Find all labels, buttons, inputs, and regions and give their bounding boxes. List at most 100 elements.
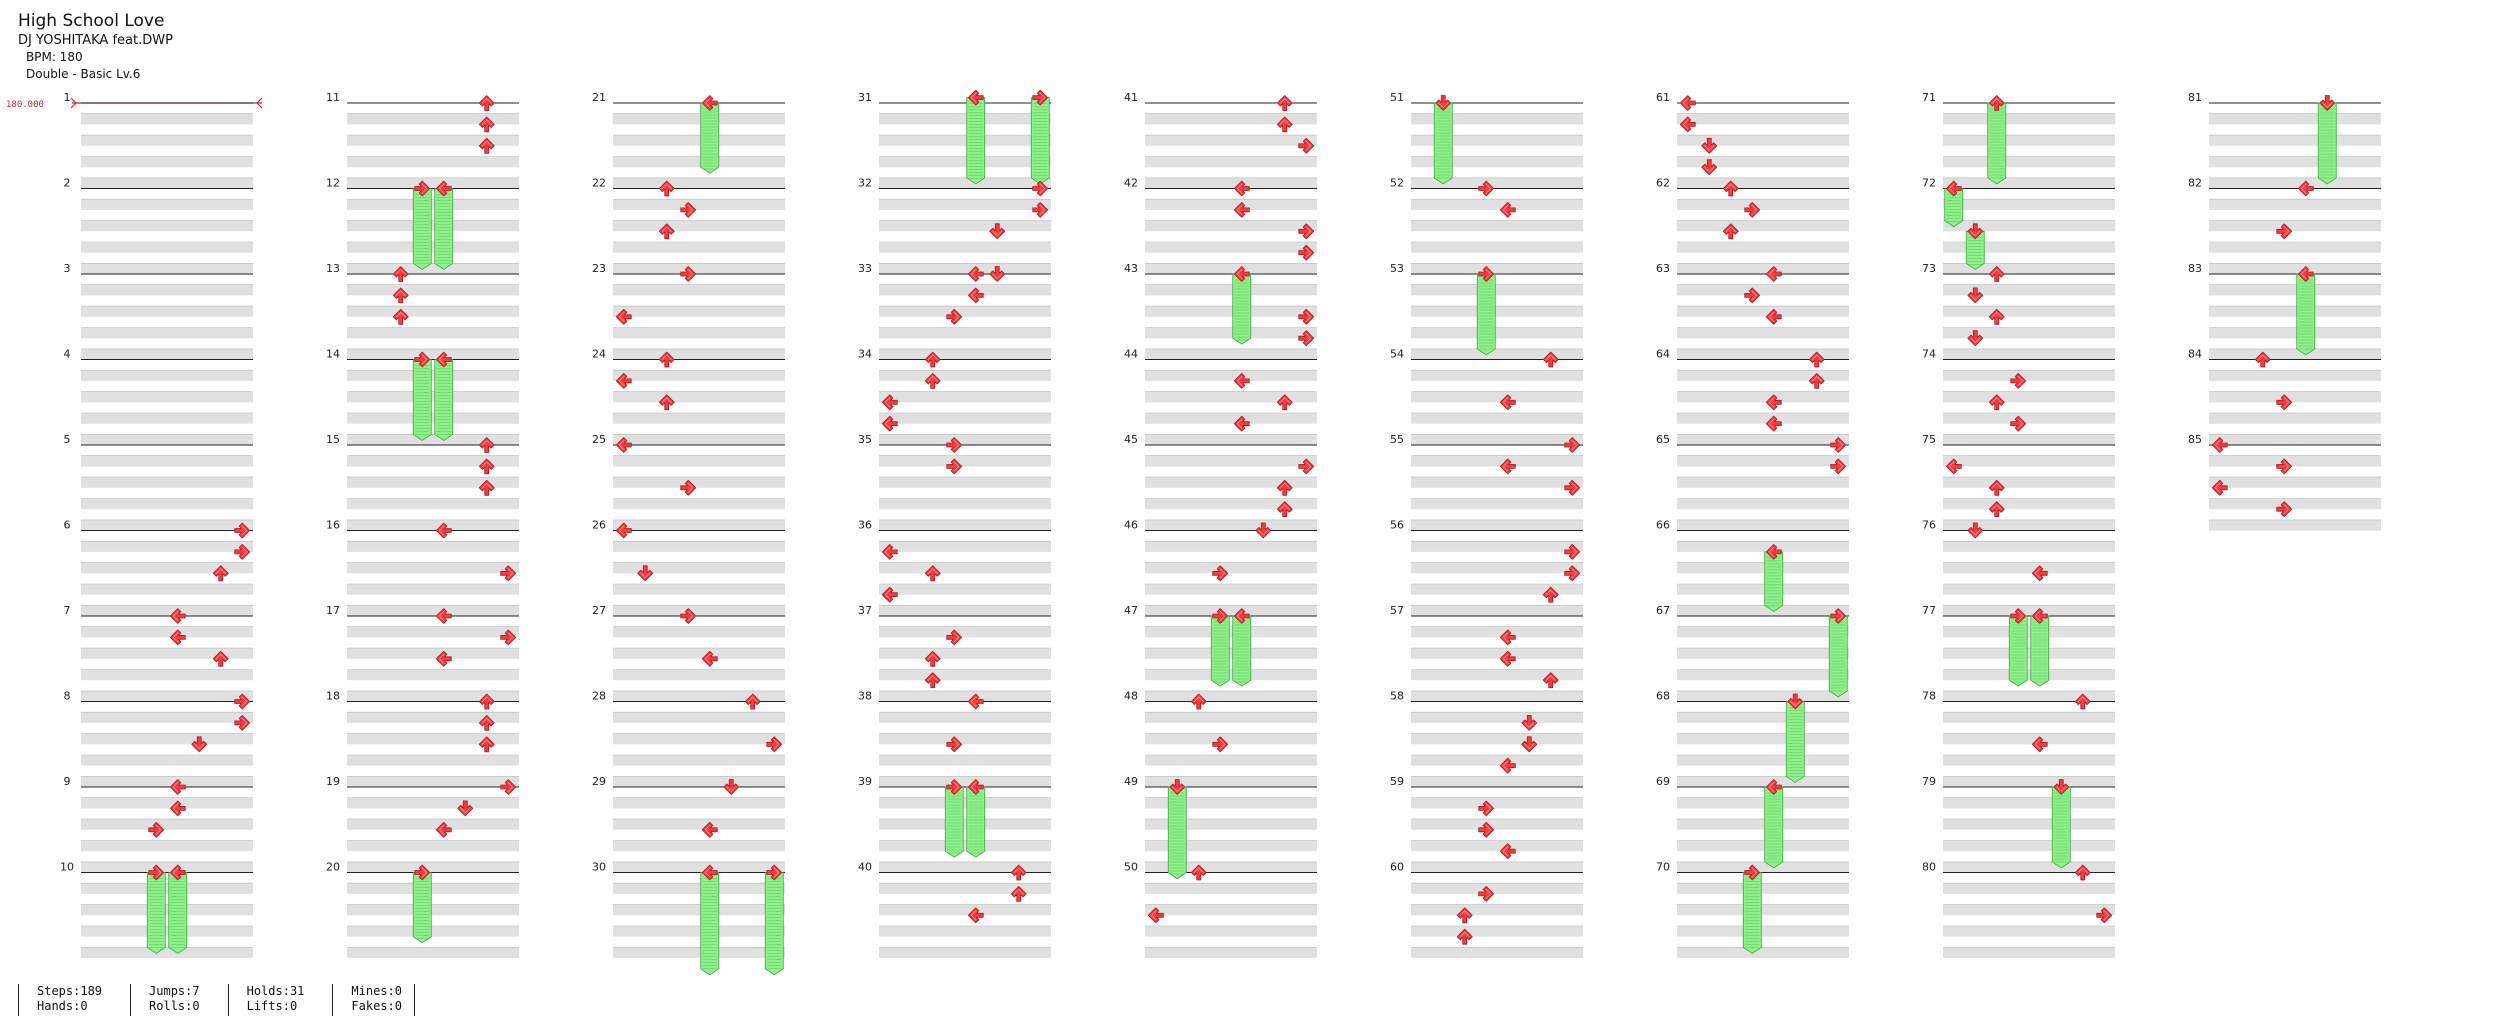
measure-number: 54 xyxy=(1390,348,1404,361)
hold-body xyxy=(966,97,986,185)
beat-band xyxy=(347,135,519,146)
measure-number: 77 xyxy=(1922,604,1936,617)
beat-band xyxy=(1943,199,2115,210)
beat-band xyxy=(613,776,785,788)
beat-band xyxy=(81,626,253,638)
measure-16: 16 xyxy=(326,519,519,617)
measure-number: 20 xyxy=(326,861,340,874)
measure-number: 67 xyxy=(1656,604,1670,617)
measure-67: 67 xyxy=(1656,604,1849,702)
beat-band xyxy=(81,263,253,275)
beat-band xyxy=(1411,733,1583,745)
beat-band xyxy=(81,755,253,766)
beat-band xyxy=(1145,113,1317,125)
hold-note xyxy=(1030,97,1050,185)
beat-band xyxy=(1677,156,1849,168)
stat-fakes: Fakes:0 xyxy=(351,999,402,1013)
beat-band xyxy=(613,156,785,168)
beat-band xyxy=(1411,199,1583,210)
beat-band xyxy=(1677,819,1849,830)
measure-number: 34 xyxy=(858,348,872,361)
beat-band xyxy=(879,840,1051,852)
hold-note xyxy=(1167,786,1187,880)
beat-band xyxy=(347,883,519,894)
hold-note xyxy=(700,872,720,976)
bpm-value-label: 180.000 xyxy=(6,100,44,110)
beat-band xyxy=(1677,391,1849,403)
beat-band xyxy=(1677,477,1849,488)
beat-band xyxy=(347,242,519,253)
beat-band xyxy=(1145,391,1317,403)
beat-band xyxy=(2209,477,2381,488)
hold-note xyxy=(1965,230,1985,270)
measure-number: 80 xyxy=(1922,861,1936,874)
beat-band xyxy=(1411,284,1583,296)
measure-number: 60 xyxy=(1390,861,1404,874)
hold-note xyxy=(966,97,986,185)
beat-band xyxy=(1145,455,1317,467)
beat-band xyxy=(347,348,519,360)
measure-number: 71 xyxy=(1922,91,1936,104)
song-title: High School Love xyxy=(18,11,165,31)
beat-band xyxy=(1145,626,1317,638)
beat-band xyxy=(1411,690,1583,702)
hold-note xyxy=(1764,786,1784,869)
stat-group-holds: Holds:31 Lifts:0 xyxy=(227,984,333,1016)
hold-note xyxy=(1476,273,1496,356)
beat-band xyxy=(347,541,519,552)
stat-holds: Holds:31 xyxy=(246,984,305,998)
beat-band xyxy=(1677,904,1849,916)
beat-band xyxy=(1943,947,2115,959)
beat-band xyxy=(1943,669,2115,681)
measure-4: 4 xyxy=(64,348,253,446)
beat-band xyxy=(1411,776,1583,788)
hold-body xyxy=(2008,615,2028,687)
beat-band xyxy=(879,819,1051,830)
beat-band xyxy=(1677,690,1849,702)
measure-75: 75 xyxy=(1922,433,2115,531)
beat-band xyxy=(81,947,253,959)
beat-band xyxy=(347,519,519,531)
beat-band xyxy=(2209,242,2381,253)
beat-band xyxy=(1145,242,1317,253)
beat-band xyxy=(81,926,253,937)
measure-85: 85 xyxy=(2188,433,2381,531)
measure-40: 40 xyxy=(858,861,1051,959)
beat-band xyxy=(1411,626,1583,638)
measure-11: 11 xyxy=(326,91,519,189)
beat-band xyxy=(347,797,519,809)
measure-number: 21 xyxy=(592,91,606,104)
beat-band xyxy=(1145,177,1317,189)
beat-band xyxy=(613,690,785,702)
hold-note xyxy=(2008,615,2028,687)
measure-62: 62 xyxy=(1656,177,1849,275)
measure-3: 3 xyxy=(64,262,253,360)
measure-number: 46 xyxy=(1124,519,1138,532)
beat-band xyxy=(613,242,785,253)
beat-band xyxy=(879,113,1051,125)
beat-band xyxy=(879,861,1051,873)
beat-band xyxy=(1411,177,1583,189)
measure-54: 54 xyxy=(1390,348,1583,446)
beat-band xyxy=(1411,413,1583,424)
measure-78: 78 xyxy=(1922,690,2115,788)
hold-note xyxy=(2051,786,2071,869)
measure-70: 70 xyxy=(1656,861,1849,959)
beat-band xyxy=(879,755,1051,766)
beat-band xyxy=(81,904,253,916)
beat-band xyxy=(879,883,1051,894)
measure-number: 26 xyxy=(592,519,606,532)
measure-number: 15 xyxy=(326,433,340,446)
beat-band xyxy=(347,626,519,638)
beat-band xyxy=(347,712,519,723)
measure-number: 75 xyxy=(1922,433,1936,446)
song-difficulty: Double - Basic Lv.6 xyxy=(26,67,141,81)
beat-band xyxy=(879,712,1051,723)
measure-83: 83 xyxy=(2188,262,2381,360)
beat-band xyxy=(347,306,519,317)
hold-body xyxy=(1232,273,1252,345)
beat-band xyxy=(879,177,1051,189)
stat-group-jumps: Jumps:7 Rolls:0 xyxy=(130,984,228,1016)
measure-63: 63 xyxy=(1656,262,1849,360)
measure-20: 20 xyxy=(326,861,519,959)
